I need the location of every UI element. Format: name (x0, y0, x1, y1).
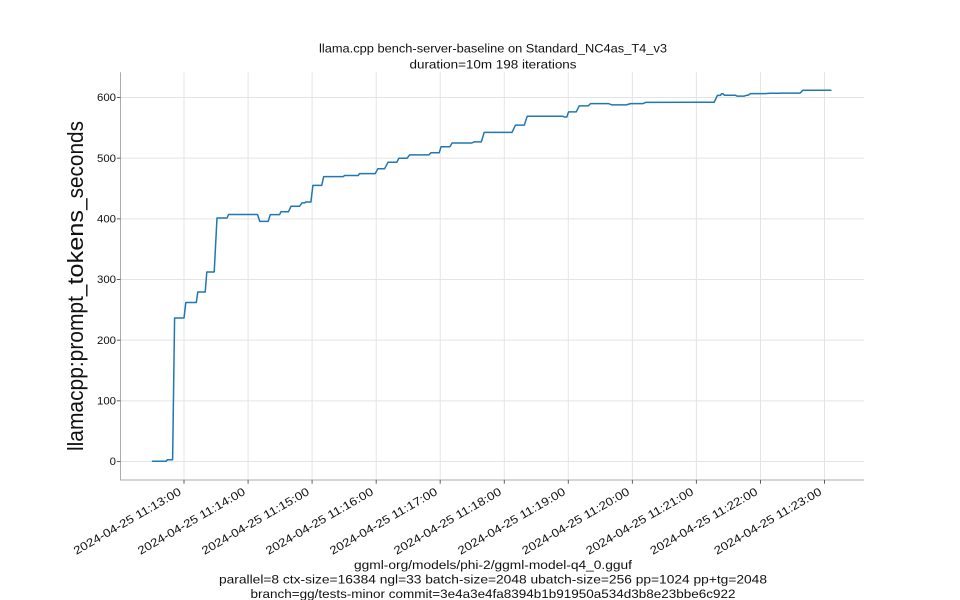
svg-text:branch=gg/tests-minor commit=3: branch=gg/tests-minor commit=3e4a3e4fa83… (251, 587, 736, 600)
svg-text:500: 500 (97, 153, 116, 165)
svg-text:600: 600 (97, 92, 116, 104)
svg-text:0: 0 (110, 456, 116, 468)
svg-text:300: 300 (97, 274, 116, 286)
svg-text:400: 400 (97, 214, 116, 226)
svg-text:duration=10m 198 iterations: duration=10m 198 iterations (410, 57, 577, 71)
svg-text:ggml-org/models/phi-2/ggml-mod: ggml-org/models/phi-2/ggml-model-q4_0.gg… (354, 558, 633, 572)
svg-text:parallel=8 ctx-size=16384 ngl=: parallel=8 ctx-size=16384 ngl=33 batch-s… (219, 572, 767, 586)
svg-text:llama.cpp bench-server-baselin: llama.cpp bench-server-baseline on Stand… (319, 42, 667, 56)
svg-text:200: 200 (97, 335, 116, 347)
svg-text:100: 100 (97, 396, 116, 408)
svg-text:llamacpp:prompt_tokens_seconds: llamacpp:prompt_tokens_seconds (63, 121, 88, 451)
